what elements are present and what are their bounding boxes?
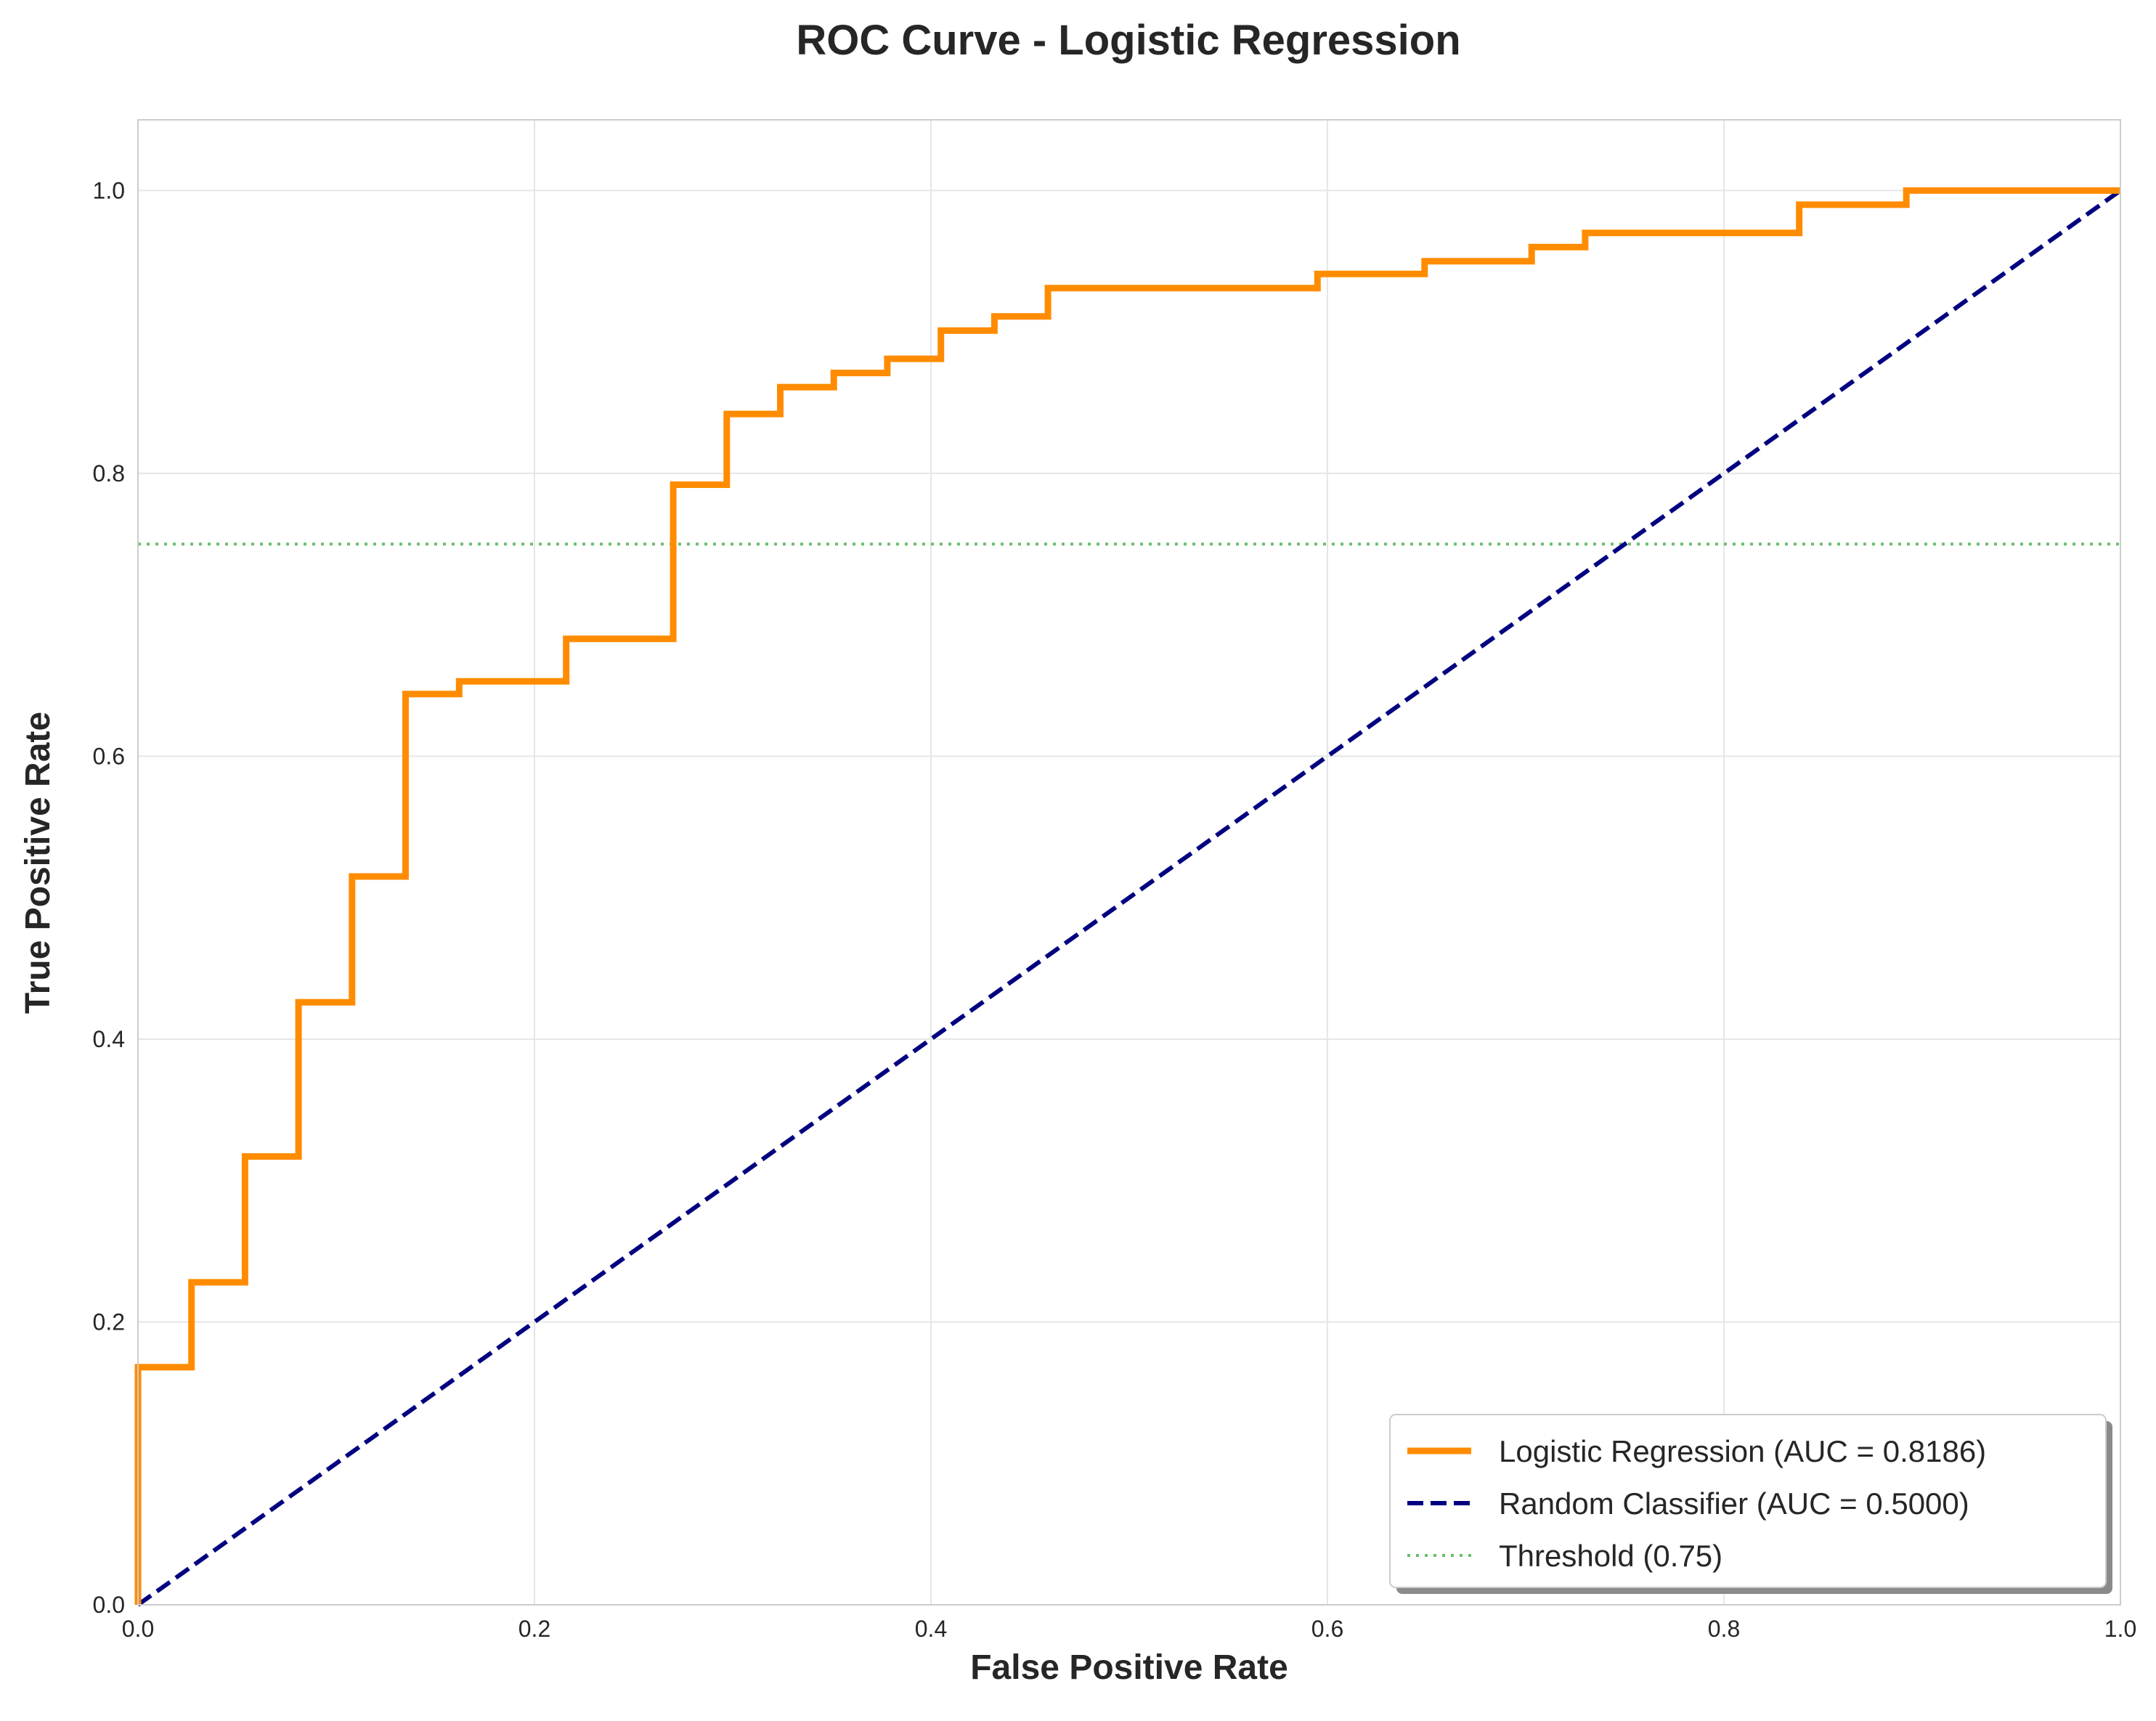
y-tick-label: 1.0 [93,177,125,203]
x-tick-label: 0.8 [1708,1616,1740,1642]
x-tick-label: 0.2 [518,1616,550,1642]
random-classifier-series [137,188,2122,1607]
legend-label: Logistic Regression (AUC = 0.8186) [1499,1434,1986,1468]
legend-label: Random Classifier (AUC = 0.5000) [1499,1486,1969,1521]
plot-frame [137,119,2121,1606]
y-axis-label: True Positive Rate [19,712,57,1014]
series-layer [134,187,2122,1607]
roc-curve-series [134,187,2120,1605]
tick-labels: 0.0 0.2 0.4 0.6 0.8 1.0 0.0 0.2 0.4 0.6 0.8 1.0 [93,177,2137,1642]
x-tick-label: 0.0 [122,1616,154,1642]
grid-layer [137,120,2121,1606]
y-tick-label: 0.2 [93,1309,125,1335]
y-tick-label: 0.0 [93,1592,125,1618]
x-tick-label: 0.4 [915,1616,947,1642]
x-axis-label: False Positive Rate [970,1648,1288,1687]
chart-title: ROC Curve - Logistic Regression [796,17,1460,64]
legend: Logistic Regression (AUC = 0.8186) Random… [1389,1414,2112,1594]
y-tick-label: 0.4 [93,1026,125,1052]
x-tick-label: 0.6 [1311,1616,1343,1642]
y-tick-label: 0.6 [93,743,125,769]
legend-box [1389,1414,2107,1588]
legend-label: Threshold (0.75) [1499,1539,1722,1573]
y-tick-label: 0.8 [93,460,125,487]
x-tick-label: 1.0 [2104,1616,2136,1642]
